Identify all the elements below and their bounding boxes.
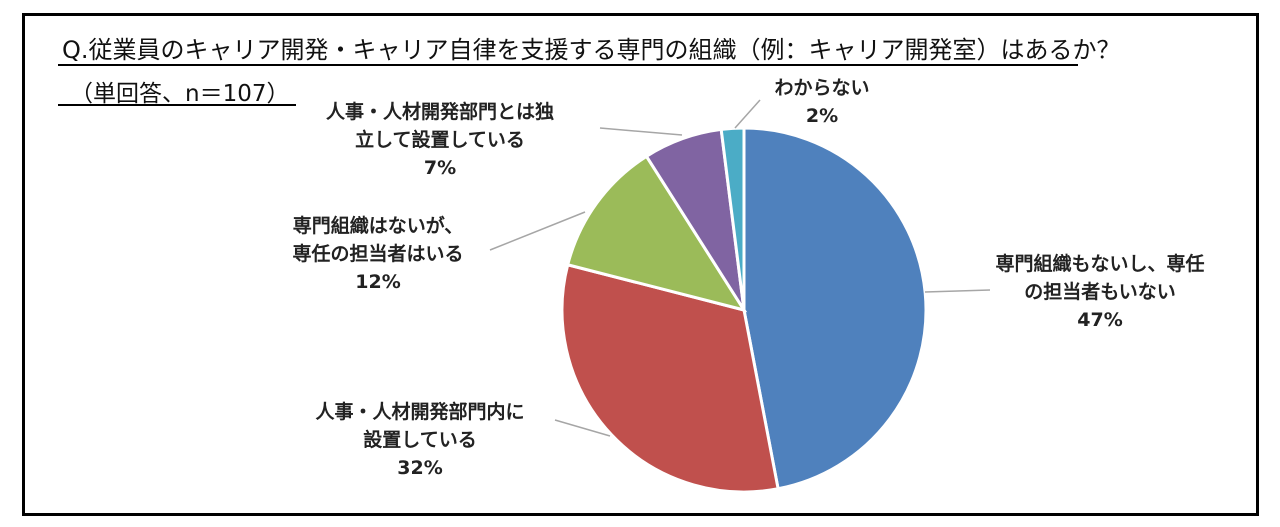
slice-label-3-line-1: 立して設置している (355, 128, 525, 151)
slice-label-3-line-0: 人事・人材開発部門とは独 (326, 100, 554, 123)
pie-slice-4 (719, 126, 746, 311)
pie-slice-1 (560, 262, 780, 494)
slice-pct-label-4: 2% (806, 105, 838, 127)
subtitle-underline (58, 104, 296, 106)
title-underline (58, 64, 1078, 66)
chart-subtitle: （単回答、n＝107） (70, 81, 290, 107)
slice-label-0-line-1: の担当者もいない (1024, 280, 1176, 303)
leader-line-2 (489, 211, 586, 251)
slice-label-4-line-0: わからない (774, 77, 869, 99)
leader-line-0 (924, 289, 991, 293)
slice-pct-label-2: 12% (355, 271, 400, 293)
pie-slice-0 (742, 126, 928, 491)
slice-pct-label-1: 32% (397, 457, 442, 479)
slice-label-0-line-0: 専門組織もないし、専任 (995, 252, 1204, 275)
leader-line-1 (554, 419, 611, 437)
pie-slice-2 (565, 154, 748, 313)
chart-title: Q.従業員のキャリア開発・キャリア自律を支援する専門の組織（例：キャリア開発室）… (62, 36, 1121, 64)
slice-label-2-line-0: 専門組織はないが、 (293, 214, 464, 237)
leader-line-3 (599, 127, 683, 136)
slice-label-1-line-0: 人事・人材開発部門内に (315, 400, 524, 423)
slice-label-2-line-1: 専任の担当者はいる (292, 242, 463, 265)
slice-pct-label-0: 47% (1077, 309, 1122, 331)
slice-pct-label-3: 7% (424, 157, 456, 179)
slice-label-1-line-1: 設置している (363, 428, 476, 451)
leader-line-4 (734, 99, 761, 129)
